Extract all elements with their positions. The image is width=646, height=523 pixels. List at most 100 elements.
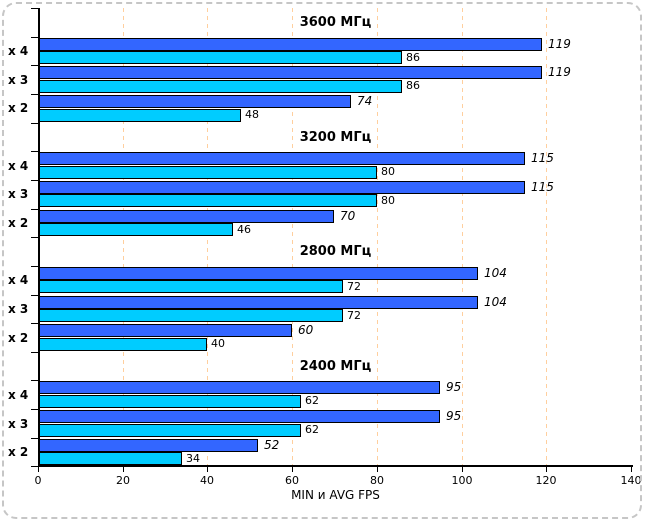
x-tick-label: 120 [535,474,557,487]
y-axis-tick [31,151,38,152]
x-tick-label: 80 [370,474,384,487]
category-label: x 4 [8,273,29,287]
bar-avg [39,66,542,79]
group-title: 2400 МГц [299,359,372,374]
bar-min [39,80,402,93]
y-axis [38,8,40,466]
bar-avg [39,210,334,223]
category-label: x 4 [8,159,29,173]
x-tick-label: 60 [285,474,299,487]
value-label-avg: 70 [340,209,356,223]
category-label: x 2 [8,445,29,459]
y-axis-tick [31,380,38,381]
gridline [292,8,293,466]
y-axis-tick [31,180,38,181]
category-label: x 4 [8,388,29,402]
y-axis-tick [31,209,38,210]
y-axis-tick [31,94,38,95]
value-label-min: 86 [406,51,420,64]
x-axis-tick [546,467,547,472]
category-label: x 4 [8,44,29,58]
category-label: x 2 [8,101,29,115]
x-axis [38,465,633,467]
category-label: x 3 [8,73,29,87]
bar-min [39,280,343,293]
group-title: 3200 МГц [299,130,372,145]
bar-min [39,309,343,322]
bar-min [39,109,241,122]
gridline [377,8,378,466]
gridline [123,8,124,466]
gridline [207,8,208,466]
bar-avg [39,410,440,423]
bar-min [39,452,182,465]
bar-avg [39,152,525,165]
x-tick-label: 100 [451,474,473,487]
value-label-avg: 74 [357,94,373,108]
value-label-min: 62 [305,423,319,436]
value-label-avg: 119 [548,37,571,51]
value-label-avg: 115 [531,180,554,194]
category-label: x 3 [8,302,29,316]
y-axis-tick [31,352,38,353]
bar-avg [39,181,525,194]
value-label-min: 80 [381,165,395,178]
x-axis-title: MIN и AVG FPS [291,488,380,502]
value-label-avg: 104 [484,295,507,309]
bar-min [39,51,402,64]
group-title: 2800 МГц [299,244,372,259]
value-label-avg: 104 [484,266,507,280]
category-label: x 2 [8,331,29,345]
value-label-min: 72 [347,280,361,293]
y-axis-tick [31,123,38,124]
bar-avg [39,381,440,394]
y-axis-tick [31,438,38,439]
bar-avg [39,439,258,452]
x-axis-tick [207,467,208,472]
y-axis-tick [31,266,38,267]
x-axis-tick [38,467,39,472]
bar-min [39,395,301,408]
x-axis-tick [462,467,463,472]
value-label-min: 86 [406,79,420,92]
x-tick-label: 40 [200,474,214,487]
value-label-avg: 119 [548,65,571,79]
value-label-avg: 115 [531,151,554,165]
value-label-min: 48 [245,108,259,121]
y-axis-tick [31,323,38,324]
y-axis-tick [31,237,38,238]
y-axis-tick [31,466,38,467]
x-tick-label: 20 [116,474,130,487]
gridline [462,8,463,466]
bar-avg [39,324,292,337]
value-label-avg: 52 [264,438,280,452]
x-tick-label: 140 [620,474,642,487]
bar-avg [39,38,542,51]
bar-min [39,424,301,437]
y-axis-tick [31,37,38,38]
y-axis-tick [31,65,38,66]
x-tick-label: 0 [34,474,42,487]
x-axis-tick [631,467,632,472]
value-label-min: 80 [381,194,395,207]
y-axis-tick [31,8,38,9]
category-label: x 3 [8,187,29,201]
category-label: x 3 [8,417,29,431]
value-label-avg: 95 [446,380,462,394]
value-label-min: 46 [237,223,251,236]
bar-min [39,338,207,351]
bar-min [39,194,377,207]
group-title: 3600 МГц [299,15,372,30]
bar-avg [39,95,351,108]
value-label-min: 72 [347,309,361,322]
x-axis-tick [292,467,293,472]
bar-avg [39,296,478,309]
value-label-min: 40 [211,337,225,350]
bar-min [39,223,233,236]
value-label-min: 34 [186,452,200,465]
value-label-min: 62 [305,394,319,407]
x-axis-tick [377,467,378,472]
x-axis-tick [123,467,124,472]
y-axis-tick [31,409,38,410]
